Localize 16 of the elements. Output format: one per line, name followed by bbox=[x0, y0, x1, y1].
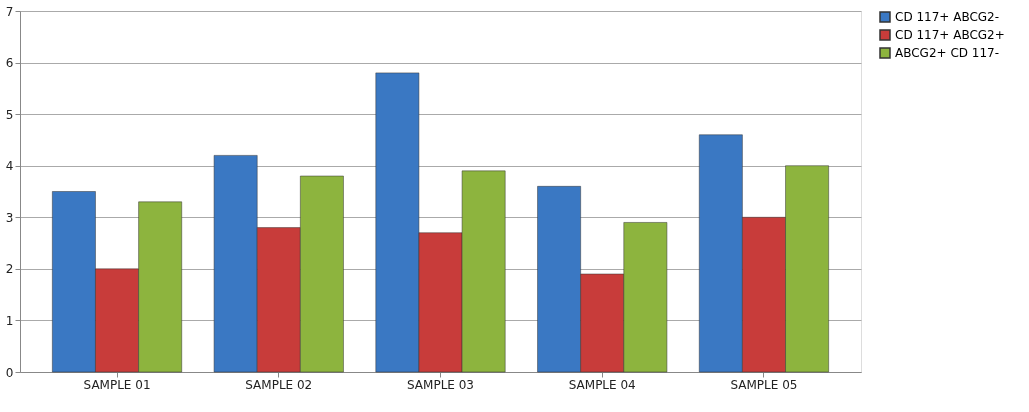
y-tick-label: 2 bbox=[5, 262, 14, 277]
legend-label: ABCG2+ CD 117- bbox=[895, 46, 1000, 60]
y-tick-label: 4 bbox=[5, 159, 14, 174]
legend-label: CD 117+ ABCG2+ bbox=[895, 28, 1005, 42]
x-tick-label: SAMPLE 05 bbox=[730, 377, 798, 392]
y-tick-label: 7 bbox=[5, 4, 14, 19]
x-tick-label: SAMPLE 03 bbox=[407, 377, 474, 392]
x-tick-label: SAMPLE 01 bbox=[83, 377, 151, 392]
y-tick-label: 1 bbox=[5, 313, 14, 328]
x-tick-label: SAMPLE 02 bbox=[245, 377, 313, 392]
x-tick-label: SAMPLE 04 bbox=[568, 377, 636, 392]
y-tick-label: 0 bbox=[5, 365, 14, 380]
y-tick-label: 6 bbox=[5, 56, 14, 71]
y-tick-label: 3 bbox=[5, 210, 14, 225]
y-tick-label: 5 bbox=[5, 107, 14, 122]
legend-label: CD 117+ ABCG2- bbox=[895, 10, 1000, 24]
